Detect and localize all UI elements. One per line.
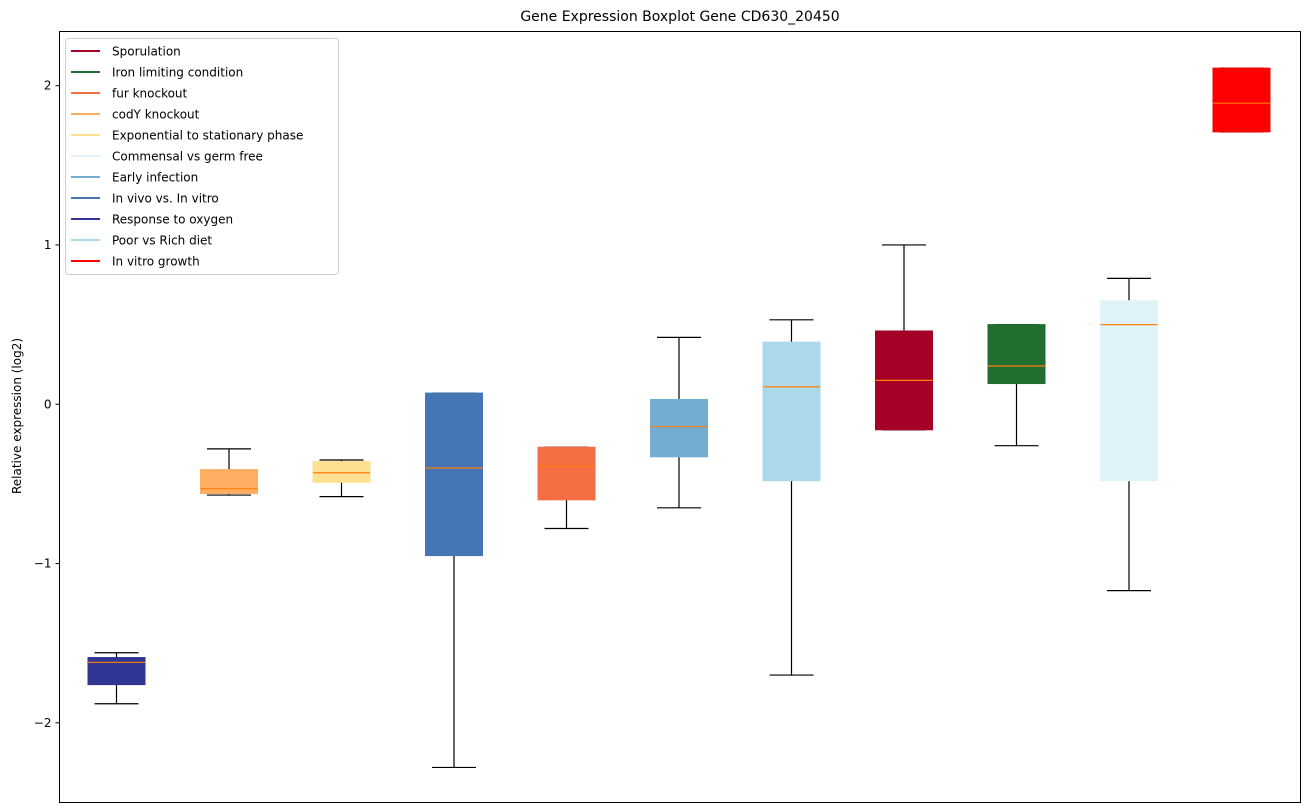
box-body [312,461,371,483]
legend-label: Response to oxygen [112,213,233,227]
legend-label: Exponential to stationary phase [112,129,303,143]
y-axis-ticks: −2 −1 0 1 2 [34,79,60,730]
legend-item: Response to oxygen [71,213,233,227]
box-commensal-vs-germ-free [1100,277,1158,592]
box-sporulation [875,244,933,431]
legend-item: Exponential to stationary phase [71,129,303,143]
chart-title: Gene Expression Boxplot Gene CD630_20450 [520,9,839,25]
box-response-to-oxygen [87,652,146,705]
box-body [87,657,146,686]
y-tick-label: 0 [44,397,52,411]
box-in-vitro-growth [1212,67,1271,133]
legend-box [65,38,339,275]
legend-label: Commensal vs germ free [112,150,263,164]
legend-label: codY knockout [112,108,200,122]
box-exponential-to-stationary-phase [312,459,371,498]
y-tick-label: 2 [44,79,52,93]
legend-item: codY knockout [71,108,200,122]
box-body [1212,67,1271,133]
box-in-vivo-vs-in-vitro [425,392,483,769]
y-axis-label: Relative expression (log2) [10,338,24,494]
box-body [425,392,483,557]
y-tick-label: −2 [34,716,52,730]
legend-item: In vitro growth [71,255,200,269]
box-body [762,341,821,482]
box-body [650,398,708,458]
box-body [987,324,1046,385]
legend-item: Sporulation [71,45,181,59]
legend-label: Sporulation [112,45,181,59]
legend-label: Poor vs Rich diet [112,234,212,248]
legend-item: In vivo vs. In vitro [71,192,219,206]
legend-item: Early infection [71,171,198,185]
box-poor-vs-rich-diet [762,319,821,676]
legend-label: Early infection [112,171,198,185]
y-tick-label: −1 [34,557,52,571]
legend-item: Iron limiting condition [71,66,243,80]
legend-item: Poor vs Rich diet [71,234,212,248]
box-iron-limiting-condition [987,324,1046,447]
boxes-group [87,67,1271,769]
legend: Sporulation Iron limiting condition fur kn… [65,38,339,275]
box-cody-knockout [200,448,258,496]
legend-item: fur knockout [71,87,188,101]
y-tick-label: 1 [44,238,52,252]
box-body [1100,300,1158,482]
legend-label: Iron limiting condition [112,66,243,80]
box-fur-knockout [537,446,596,530]
legend-item: Commensal vs germ free [71,150,263,164]
legend-label: fur knockout [112,87,188,101]
plot-frame [59,31,1301,803]
box-early-infection [650,336,708,509]
legend-label: In vivo vs. In vitro [112,192,219,206]
box-body [200,469,258,494]
legend-label: In vitro growth [112,255,200,269]
box-body [537,446,596,501]
